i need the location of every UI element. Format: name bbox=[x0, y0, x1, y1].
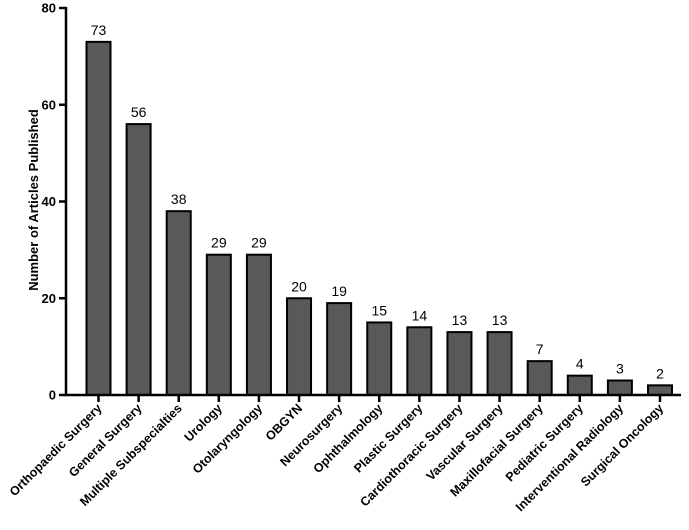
bar bbox=[165, 210, 192, 396]
data-label: 73 bbox=[91, 22, 107, 38]
data-labels: 73 56 38 29 29 20 19 15 14 13 13 7 4 3 2 bbox=[91, 22, 664, 381]
x-tick-label: Vascular Surgery bbox=[424, 401, 506, 483]
data-label: 13 bbox=[492, 312, 508, 328]
bar bbox=[606, 379, 633, 396]
y-tick-label: 20 bbox=[42, 291, 56, 306]
bar bbox=[406, 326, 433, 396]
data-label: 2 bbox=[656, 365, 664, 381]
bar bbox=[125, 123, 152, 396]
bar bbox=[326, 302, 353, 396]
bar bbox=[245, 253, 272, 396]
bar bbox=[366, 321, 393, 396]
bars bbox=[85, 40, 673, 397]
y-axis-label: Number of Articles Published bbox=[26, 109, 41, 291]
y-tick-label: 40 bbox=[42, 194, 56, 209]
data-label: 14 bbox=[412, 307, 428, 323]
y-tick-label: 0 bbox=[49, 388, 56, 403]
data-label: 29 bbox=[251, 235, 267, 251]
x-tick-label: Ophthalmology bbox=[311, 401, 386, 476]
data-label: 13 bbox=[452, 312, 468, 328]
y-tick-label: 60 bbox=[42, 97, 56, 112]
bar bbox=[647, 384, 673, 397]
bar bbox=[526, 360, 553, 397]
x-tick-label: Otolaryngology bbox=[190, 401, 265, 476]
y-tick-label: 80 bbox=[42, 1, 56, 16]
bar bbox=[566, 374, 593, 396]
data-label: 38 bbox=[171, 191, 187, 207]
bar bbox=[286, 297, 313, 396]
data-label: 29 bbox=[211, 235, 227, 251]
data-label: 56 bbox=[131, 104, 147, 120]
data-label: 7 bbox=[536, 341, 544, 357]
data-label: 4 bbox=[576, 356, 584, 372]
x-tick-label: Plastic Surgery bbox=[351, 401, 425, 475]
y-axis: 0 20 40 60 80 bbox=[42, 1, 68, 403]
bar bbox=[205, 253, 232, 396]
x-tick-label: General Surgery bbox=[66, 401, 145, 480]
bar bbox=[486, 331, 513, 396]
bar bbox=[85, 40, 112, 397]
data-label: 15 bbox=[371, 302, 387, 318]
data-label: 19 bbox=[331, 283, 347, 299]
data-label: 3 bbox=[616, 360, 624, 376]
bar bbox=[446, 331, 473, 396]
data-label: 20 bbox=[291, 278, 307, 294]
